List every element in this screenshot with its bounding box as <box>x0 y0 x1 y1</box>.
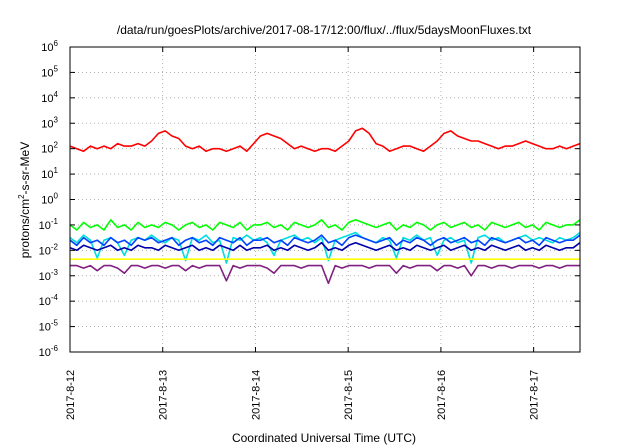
x-tick-label: 2017-8-17 <box>529 370 541 420</box>
x-tick-label: 2017-8-16 <box>436 370 448 420</box>
y-tick-label: 10-3 <box>39 268 59 283</box>
y-tick-label: 102 <box>41 141 58 156</box>
y-tick-label: 10-4 <box>39 293 59 308</box>
x-tick-label: 2017-8-15 <box>343 370 355 420</box>
series-line-3 <box>69 234 581 247</box>
y-tick-label: 10-1 <box>39 217 59 232</box>
y-tick-label: 10-5 <box>39 319 59 334</box>
x-axis-ticks: 2017-8-12 2017-8-13 2017-8-14 2017-8-15 2017… <box>65 47 541 420</box>
y-tick-label: 103 <box>41 115 58 130</box>
series-line-0 <box>69 127 581 152</box>
series-line-1 <box>69 219 581 231</box>
y-tick-label: 101 <box>41 166 58 181</box>
y-tick-label: 104 <box>41 90 58 105</box>
grid-lines <box>70 47 580 352</box>
y-tick-label: 106 <box>41 39 58 54</box>
y-tick-label: 10-2 <box>39 242 59 257</box>
x-tick-label: 2017-8-14 <box>250 370 262 420</box>
y-axis-label: protons/cm2-s-sr-MeV <box>17 142 32 258</box>
x-tick-label: 2017-8-12 <box>65 370 77 420</box>
y-tick-label: 100 <box>41 192 58 207</box>
y-tick-label: 10-6 <box>39 344 59 359</box>
y-axis-ticks: 10-6 10-5 10-4 10-3 10-2 10-1 100 101 102 103 104 1… <box>39 39 580 359</box>
x-axis-label: Coordinated Universal Time (UTC) <box>232 431 416 445</box>
series-line-6 <box>70 264 580 285</box>
chart-title: /data/run/goesPlots/archive/2017-08-17/1… <box>117 23 532 37</box>
series-group <box>69 127 581 285</box>
y-tick-label: 105 <box>41 64 58 79</box>
series-line-4 <box>69 241 581 252</box>
x-tick-label: 2017-8-13 <box>158 370 170 420</box>
